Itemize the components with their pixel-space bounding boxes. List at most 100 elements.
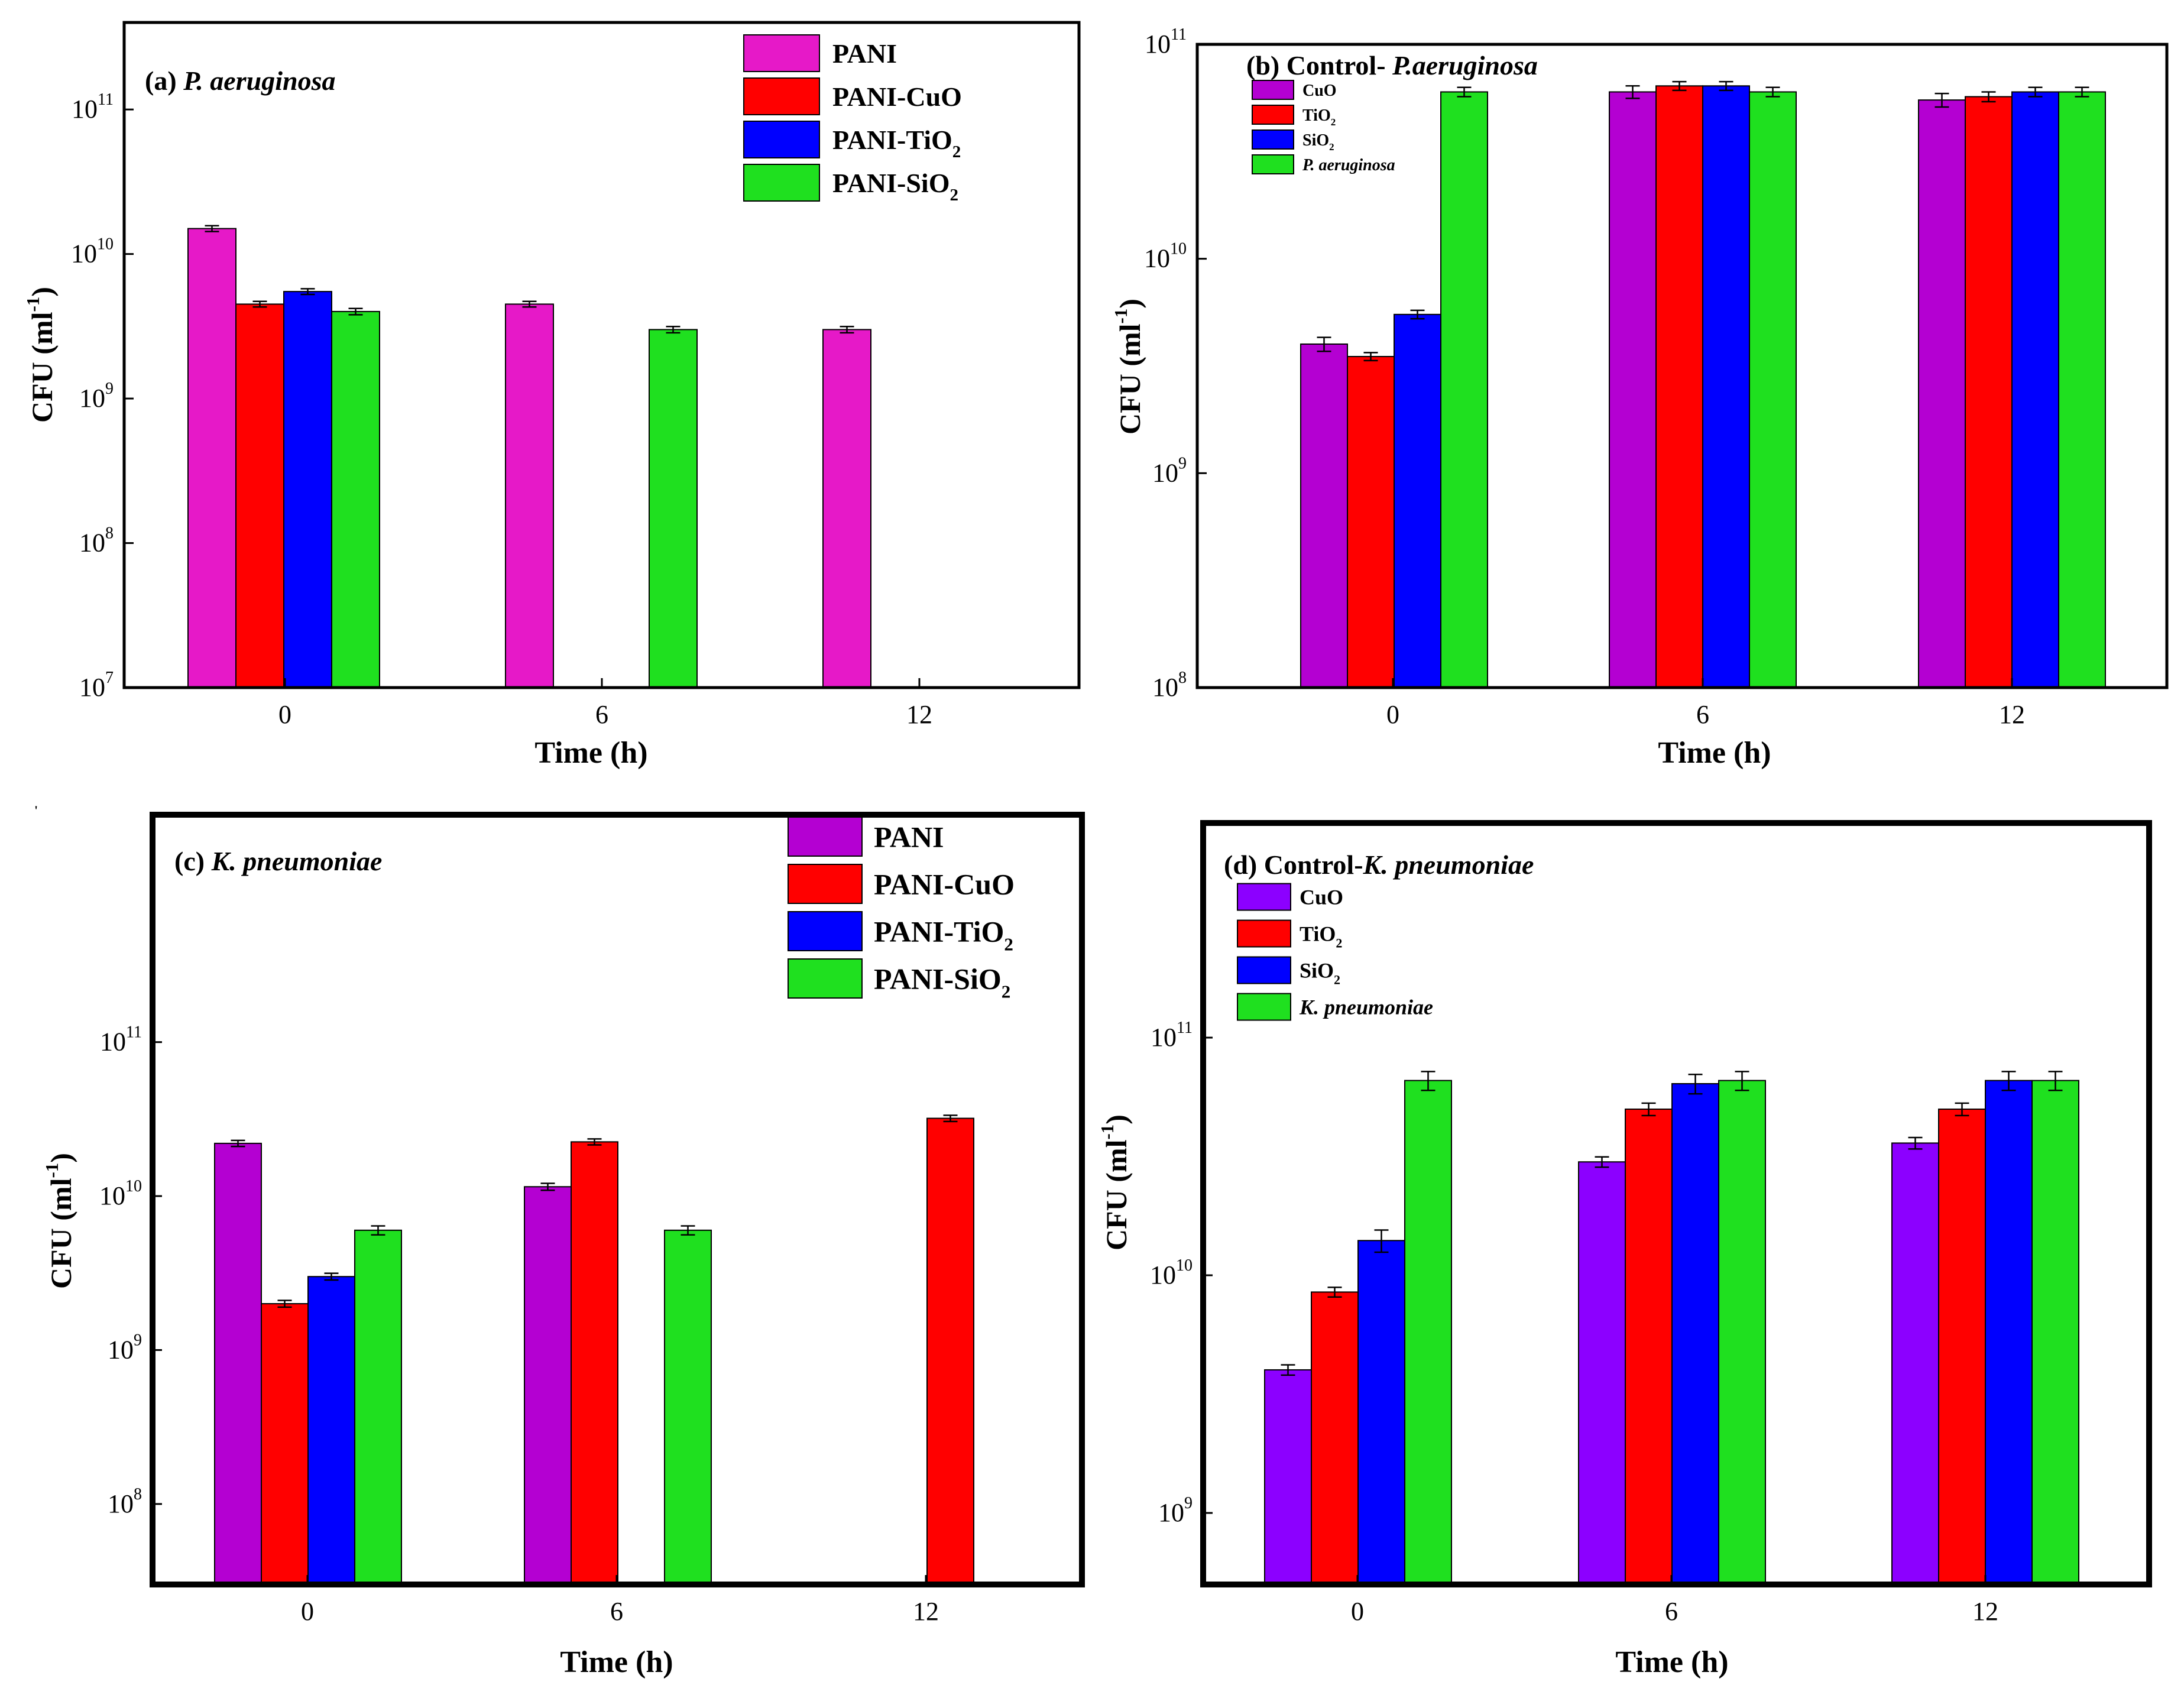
- error-bar-c-1-2: [943, 1114, 958, 1123]
- legend-label-c-3: PANI-SiO2: [874, 963, 1010, 1002]
- error-bar-d-1-0: [1327, 1287, 1342, 1298]
- x-axis-label-a: Time (h): [534, 736, 647, 770]
- bar-a-pani-6: [505, 303, 554, 688]
- bar-a-pani-0: [187, 228, 236, 688]
- y-tick-label-c-1: 109: [108, 1331, 142, 1364]
- bar-d-tio-6: [1625, 1109, 1673, 1586]
- error-bar-d-2-2: [2001, 1071, 2016, 1091]
- error-bar-c-0-0: [231, 1139, 245, 1148]
- legend-swatch-d-3: [1237, 993, 1291, 1021]
- y-axis-label-c: CFU (ml-1): [41, 1153, 77, 1289]
- legend-swatch-b-2: [1252, 129, 1294, 150]
- legend-swatch-a-2: [743, 121, 820, 158]
- bar-d-tio-12: [1938, 1109, 1986, 1586]
- error-bar-d-1-2: [1955, 1102, 1969, 1117]
- error-bar-b-0-2: [1935, 92, 1949, 108]
- bar-d-tio-0: [1311, 1291, 1359, 1585]
- chart-title-c: (c) K. pneumoniae: [174, 846, 382, 876]
- y-tick-label-a-2: 109: [79, 380, 114, 413]
- y-tick-label-a-1: 108: [79, 524, 114, 558]
- legend-label-d-0: CuO: [1300, 886, 1343, 909]
- error-bar-b-2-0: [1410, 309, 1425, 320]
- legend-swatch-a-0: [743, 34, 820, 72]
- x-tick-label-b-2: 12: [1999, 700, 2025, 729]
- y-tick-label-b-2: 1010: [1144, 240, 1187, 273]
- legend-label-a-2: PANI-TiO2: [832, 125, 961, 161]
- x-tick-label-a-1: 6: [595, 700, 608, 729]
- bar-b-paeruginosa-12: [2058, 91, 2106, 688]
- bar-d-cuo-0: [1264, 1369, 1312, 1585]
- error-bar-c-1-1: [587, 1138, 602, 1146]
- legend-label-a-1: PANI-CuO: [832, 82, 962, 112]
- legend-label-b-3: P. aeruginosa: [1302, 156, 1395, 174]
- x-axis-label-d: Time (h): [1615, 1645, 1728, 1679]
- bar-c-pani-6: [524, 1186, 572, 1586]
- error-bar-b-0-1: [1625, 85, 1640, 99]
- y-tick-label-b-1: 109: [1152, 454, 1187, 487]
- chart-title-d: (d) Control-K. pneumoniae: [1224, 850, 1534, 880]
- error-bar-d-3-0: [1421, 1071, 1436, 1091]
- legend-label-a-3: PANI-SiO2: [832, 168, 958, 205]
- legend-swatch-c-0: [788, 816, 863, 857]
- bar-a-pani-12: [822, 329, 871, 688]
- bar-b-sio-0: [1394, 313, 1441, 688]
- x-tick-label-a-2: 12: [906, 700, 932, 729]
- chart-panel-c: 108 109 1010 1011 0 6 12 (c) K. pneumoniae Time …: [41, 812, 1085, 1679]
- legend-label-b-1: TiO2: [1302, 106, 1336, 128]
- error-bar-b-0-0: [1317, 336, 1331, 352]
- error-bar-a-2-0: [300, 288, 315, 296]
- y-tick-label-c-0: 108: [108, 1485, 142, 1518]
- bar-b-tio-6: [1655, 85, 1703, 689]
- y-tick-label-a-4: 1011: [72, 90, 114, 124]
- legend-swatch-b-0: [1252, 80, 1294, 100]
- error-bar-b-3-1: [1765, 86, 1780, 98]
- legend-swatch-d-0: [1237, 883, 1291, 911]
- chart-title-b: (b) Control- P.aeruginosa: [1246, 50, 1538, 80]
- bar-d-sio-12: [1985, 1080, 2033, 1586]
- bar-b-cuo-6: [1609, 91, 1657, 688]
- y-tick-label-d-2: 1011: [1151, 1019, 1193, 1052]
- y-tick-label-a-3: 1010: [71, 235, 114, 268]
- bar-a-panisio-0: [331, 310, 380, 688]
- bar-c-panicuo-0: [261, 1303, 309, 1586]
- error-bar-a-1-0: [252, 300, 267, 308]
- y-axis-label-a: CFU (ml-1): [22, 287, 59, 423]
- bar-b-paeruginosa-0: [1440, 91, 1488, 688]
- bar-b-tio-12: [1965, 96, 2013, 688]
- x-tick-label-b-1: 6: [1696, 700, 1709, 729]
- error-bar-a-3-0: [348, 307, 363, 316]
- error-bar-b-3-0: [1457, 86, 1472, 98]
- chart-panel-b: 108 109 1010 1011 0 6 12 (b) Control- P.aerugin…: [1110, 25, 2169, 770]
- error-bar-b-1-1: [1672, 80, 1687, 92]
- legend-label-d-3: K. pneumoniae: [1299, 996, 1433, 1019]
- error-bar-a-0-2: [840, 326, 854, 334]
- error-bar-c-2-0: [324, 1272, 339, 1281]
- bar-b-sio-6: [1702, 85, 1750, 689]
- error-bar-c-0-1: [540, 1182, 555, 1191]
- bar-a-panisio-6: [649, 329, 698, 688]
- legend-swatch-a-3: [743, 164, 820, 202]
- y-tick-label-b-3: 1011: [1145, 25, 1187, 59]
- x-tick-label-c-0: 0: [301, 1597, 314, 1626]
- error-bar-d-0-0: [1281, 1364, 1295, 1376]
- error-bar-a-0-0: [205, 225, 219, 232]
- bar-a-panitio-0: [283, 291, 332, 688]
- error-bar-a-3-1: [666, 326, 681, 334]
- bar-b-paeruginosa-6: [1749, 91, 1797, 688]
- legend-a: PANI PANI-CuO PANI-TiO2 PANI-SiO2: [743, 34, 962, 205]
- bar-c-panisio-0: [354, 1229, 402, 1585]
- bar-a-panicuo-0: [235, 303, 284, 688]
- legend-label-d-2: SiO2: [1300, 959, 1340, 987]
- bar-c-panicuo-12: [926, 1117, 974, 1585]
- bar-b-cuo-0: [1300, 343, 1348, 688]
- legend-b: CuO TiO2 SiO2 P. aeruginosa: [1252, 80, 1395, 174]
- chart-panel-d: 109 1010 1011 0 6 12 (d) Control-K. pneumoniae…: [1097, 820, 2152, 1679]
- bar-d-cuo-6: [1578, 1161, 1626, 1585]
- error-bar-c-3-1: [681, 1225, 695, 1236]
- legend-label-c-0: PANI: [874, 821, 944, 854]
- bar-d-kpneumoniae-6: [1718, 1080, 1766, 1586]
- x-tick-label-c-1: 6: [610, 1597, 623, 1626]
- y-tick-label-b-0: 108: [1152, 669, 1187, 702]
- error-bar-b-2-2: [2028, 86, 2043, 98]
- error-bar-d-2-0: [1374, 1229, 1389, 1253]
